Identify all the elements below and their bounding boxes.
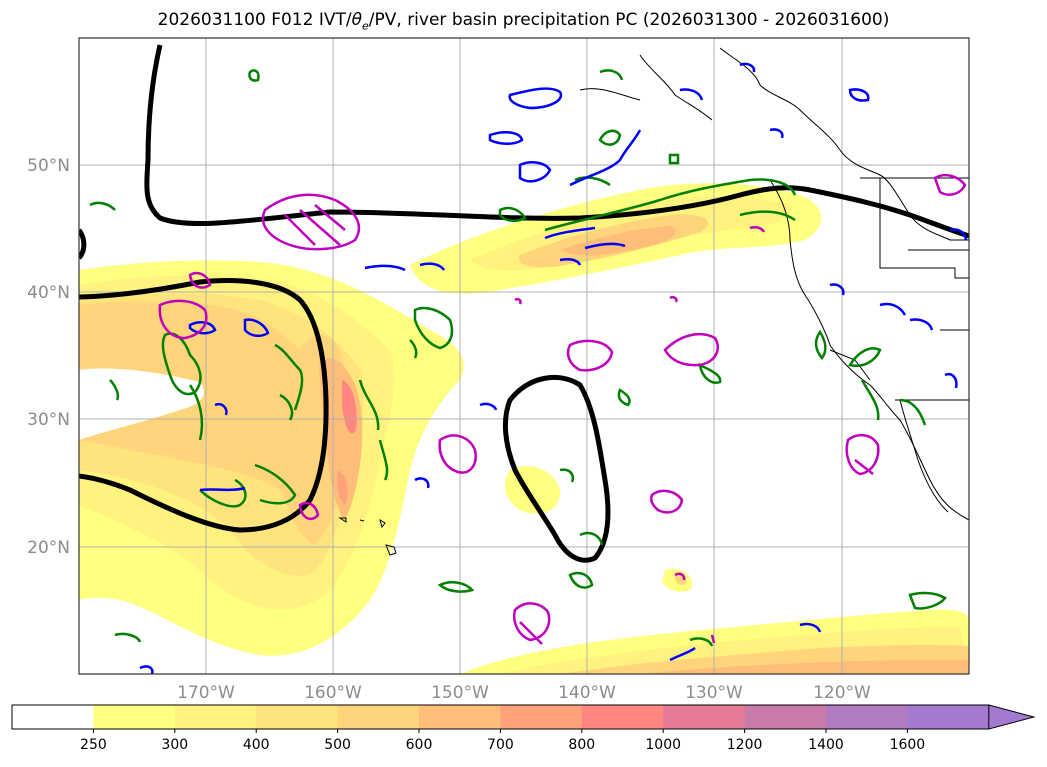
lon-label-170w: 170°W: [177, 683, 235, 703]
colorbar: 250 300 400 500 600 700 800 1000 1200 1400 1600: [11, 704, 1036, 753]
coastlines: [338, 47, 969, 556]
ivt-shading: [79, 183, 969, 674]
colorbar-segment: [337, 705, 420, 729]
colorbar-label: 1000: [645, 737, 681, 753]
lon-label-140w: 140°W: [558, 683, 616, 703]
lon-label-160w: 160°W: [304, 683, 362, 703]
lat-label-40: 40°N: [27, 283, 70, 303]
colorbar-segment: [907, 705, 990, 729]
colorbar-segment: [419, 705, 501, 729]
colorbar-label: 300: [161, 737, 188, 753]
lat-labels: 50°N 40°N 30°N 20°N: [27, 156, 70, 558]
colorbar-segment: [93, 705, 176, 729]
colorbar-segment: [256, 705, 339, 729]
colorbar-label: 1600: [890, 737, 926, 753]
colorbar-segment: [12, 705, 94, 729]
map-area: [79, 38, 969, 674]
colorbar-segment: [663, 705, 746, 729]
colorbar-label: 600: [406, 737, 433, 753]
magenta-contours: [158, 173, 967, 645]
colorbar-label: 700: [487, 737, 514, 753]
map-frame: [78, 37, 970, 675]
lat-label-50: 50°N: [27, 156, 70, 176]
colorbar-label: 250: [80, 737, 107, 753]
colorbar-label: 1400: [808, 737, 844, 753]
green-contours: [89, 69, 947, 647]
lat-label-30: 30°N: [27, 410, 70, 430]
colorbar-label: 500: [324, 737, 351, 753]
colorbar-segment: [500, 705, 583, 729]
lon-labels: 170°W 160°W 150°W 140°W 130°W 120°W: [177, 683, 871, 703]
lat-label-20: 20°N: [27, 538, 70, 558]
colorbar-label: 1200: [727, 737, 763, 753]
colorbar-segment: [744, 705, 827, 729]
colorbar-segment: [826, 705, 908, 729]
pv-contours: [79, 44, 969, 563]
lon-label-150w: 150°W: [431, 683, 489, 703]
map-title: 2026031100 F012 IVT/θe/PV, river basin p…: [157, 10, 890, 33]
colorbar-label: 800: [568, 737, 595, 753]
colorbar-segment: [581, 705, 664, 729]
colorbar-segment: [174, 705, 257, 729]
colorbar-extend-arrow: [988, 704, 1036, 730]
blue-contours: [139, 62, 968, 674]
lon-label-130w: 130°W: [685, 683, 743, 703]
lon-label-120w: 120°W: [813, 683, 871, 703]
colorbar-label: 400: [243, 737, 270, 753]
